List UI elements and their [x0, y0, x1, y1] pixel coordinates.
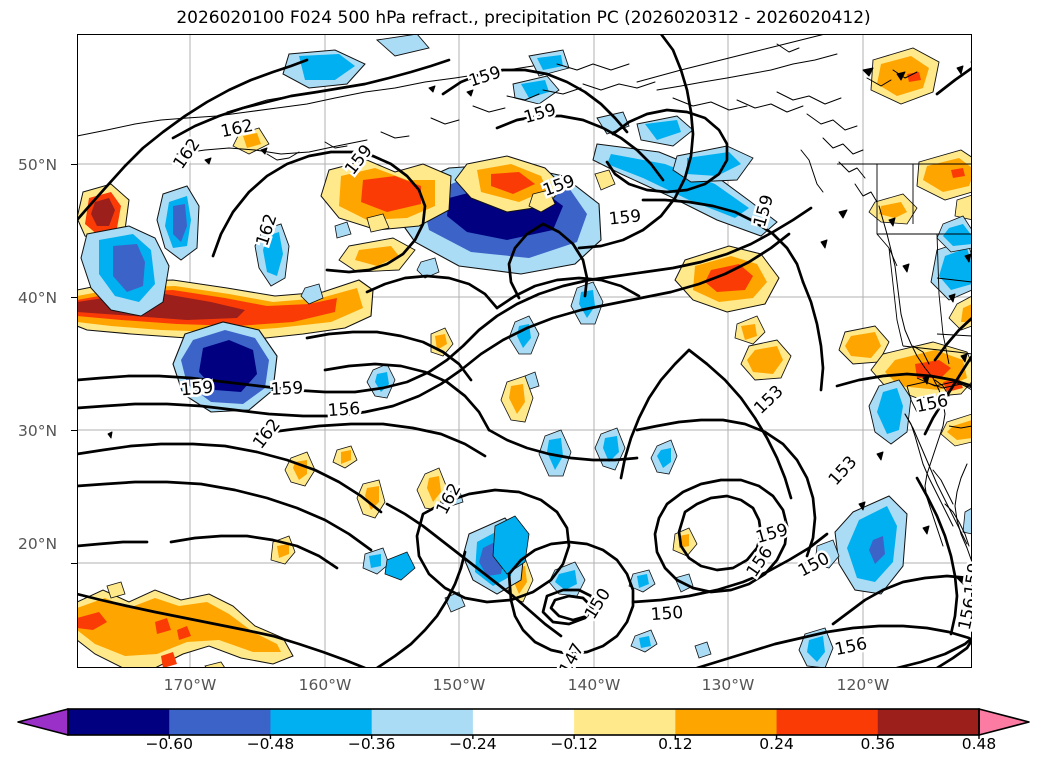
- xtick-label-130W: 130°W: [701, 676, 755, 694]
- colorbar-tick-label: 0.12: [658, 735, 693, 753]
- colorbar-segment: [675, 709, 778, 735]
- coastlines: [77, 34, 972, 585]
- colorbar-segment: [270, 709, 373, 735]
- ytick-mark-40N: [71, 297, 77, 299]
- colorbar-tick-label: 0.36: [860, 735, 896, 753]
- colorbar-segment: [169, 709, 271, 735]
- page-title: 2026020100 F024 500 hPa refract., precip…: [176, 8, 871, 28]
- refractivity-contours: [77, 34, 972, 668]
- colorbar-tick-label: 0.24: [759, 735, 794, 753]
- colorbar-segment: [472, 709, 575, 735]
- colorbar-extend-min: [17, 708, 69, 736]
- colorbar-segment: [371, 709, 474, 735]
- colorbar-swatches[interactable]: [0, 703, 1047, 739]
- colorbar-tick-label: −0.12: [550, 735, 598, 753]
- xtick-label-140W: 140°W: [567, 676, 621, 694]
- ytick-mark-20N: [71, 563, 77, 565]
- colorbar-outline: [67, 708, 980, 736]
- colorbar-segment: [877, 709, 980, 735]
- colorbar-tick-label: −0.60: [145, 735, 193, 753]
- ytick-mark-50N: [71, 164, 77, 166]
- map-canvas[interactable]: [77, 34, 972, 668]
- colorbar-segment: [68, 709, 170, 735]
- colorbar-segment: [574, 709, 676, 735]
- colorbar-tick-label: 0.48: [961, 735, 997, 753]
- colorbar-tick-label: −0.48: [246, 735, 295, 753]
- xtick-label-120W: 120°W: [836, 676, 890, 694]
- colorbar-extend-max: [978, 708, 1030, 736]
- political-borders: [837, 163, 972, 429]
- map-plot-area[interactable]: [77, 34, 972, 668]
- ytick-mark-30N: [71, 430, 77, 432]
- colorbar-tick-label: −0.24: [449, 735, 497, 753]
- xtick-label-170W: 170°W: [163, 676, 217, 694]
- colorbar[interactable]: −0.60 −0.48 −0.36 −0.24 −0.12 0.12 0.24 0.36 0.4…: [0, 703, 1047, 765]
- xtick-label-150W: 150°W: [432, 676, 486, 694]
- xtick-label-160W: 160°W: [298, 676, 352, 694]
- colorbar-segment: [776, 709, 879, 735]
- colorbar-tick-label: −0.36: [347, 735, 396, 753]
